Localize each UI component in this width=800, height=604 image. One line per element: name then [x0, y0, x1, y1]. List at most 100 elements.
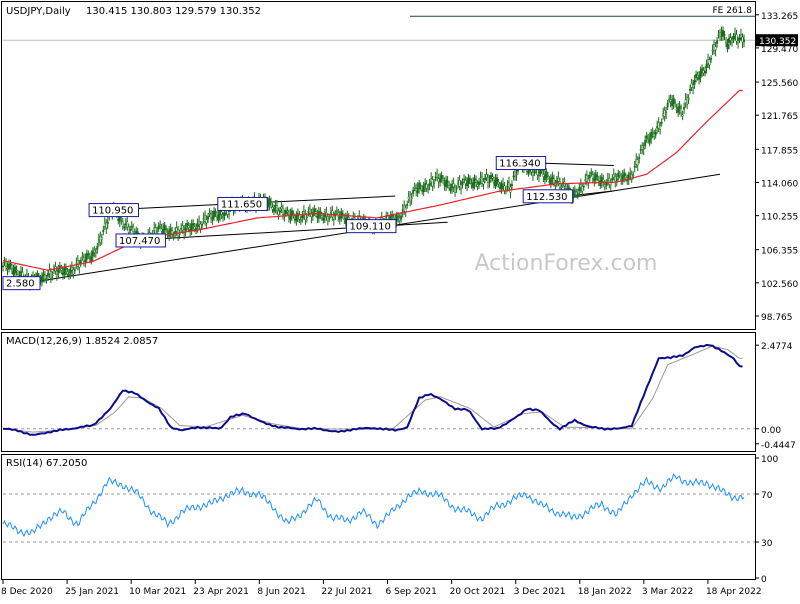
panel-frames	[1, 1, 756, 580]
candle-body	[273, 208, 275, 212]
candle-body	[121, 221, 124, 227]
candle-body	[88, 257, 91, 260]
candle-body	[548, 181, 551, 183]
candle-body	[277, 210, 280, 216]
candle-body	[587, 178, 590, 183]
price-panel-title: USDJPY,Daily	[6, 6, 71, 17]
candle-body	[431, 179, 434, 187]
candle-body	[268, 198, 271, 206]
candle-body	[729, 37, 732, 41]
candle-body	[190, 223, 193, 232]
candle-body	[308, 208, 311, 214]
candle-body	[160, 228, 163, 232]
candle-body	[476, 184, 479, 187]
candle-body	[90, 255, 93, 262]
candle-body	[159, 224, 162, 227]
candle-body	[440, 174, 443, 179]
candle-body	[596, 175, 599, 177]
candle-body	[668, 98, 671, 101]
watermark: ActionForex.com	[475, 251, 658, 276]
candle-body	[61, 272, 64, 275]
candle-body	[573, 189, 576, 193]
candle-body	[214, 211, 217, 214]
candle-body	[127, 226, 130, 233]
candle-body	[464, 179, 467, 184]
candle-body	[527, 170, 530, 174]
candle-body	[418, 182, 421, 189]
candle-body	[102, 229, 105, 232]
candle-body	[582, 185, 585, 188]
candle-body	[552, 178, 555, 184]
candle-body	[533, 171, 536, 174]
candle-body	[202, 218, 205, 220]
candle-body	[11, 268, 13, 271]
candle-body	[515, 173, 518, 176]
candle-body	[734, 33, 736, 36]
candle-body	[723, 34, 726, 36]
candle-body	[473, 178, 476, 184]
candle-body	[686, 97, 689, 105]
candle-body	[496, 177, 498, 182]
candle-body	[45, 278, 48, 281]
price-tick-label: 102.560	[761, 280, 798, 290]
candle-body	[397, 216, 400, 218]
candle-body	[641, 145, 644, 151]
candle-body	[597, 180, 600, 183]
candle-body	[684, 99, 687, 104]
candle-body	[620, 178, 623, 181]
candle-body	[695, 74, 698, 78]
candle-body	[424, 183, 427, 186]
candle-body	[590, 172, 593, 174]
macd-tick-label: -0.4447	[761, 441, 796, 451]
candle-body	[657, 122, 660, 129]
candle-body	[316, 215, 319, 219]
candle-body	[130, 226, 133, 228]
candle-body	[193, 226, 196, 230]
candle-body	[491, 176, 494, 179]
candle-body	[275, 205, 278, 211]
candle-body	[99, 235, 102, 243]
candle-body	[687, 97, 690, 100]
candle-body	[452, 183, 455, 188]
candle-body	[404, 207, 407, 213]
candle-body	[648, 138, 651, 143]
candle-body	[76, 259, 79, 267]
candle-body	[713, 44, 716, 51]
candle-body	[475, 179, 477, 183]
candle-body	[6, 268, 9, 270]
candle-body	[153, 227, 156, 231]
candle-body	[714, 46, 717, 51]
candle-body	[606, 178, 609, 181]
candle-body	[660, 121, 663, 124]
candle-body	[546, 175, 549, 177]
candle-body	[455, 188, 458, 190]
candle-body	[705, 63, 708, 68]
candle-body	[674, 102, 677, 104]
rsi-panel-frame	[1, 454, 756, 580]
candle-body	[274, 205, 277, 208]
candle-body	[73, 269, 76, 271]
candle-body	[579, 184, 582, 189]
candle-body	[427, 188, 430, 190]
candle-body	[611, 177, 614, 181]
candle-body	[421, 190, 424, 192]
candle-body	[168, 230, 171, 237]
candle-body	[94, 251, 97, 254]
candle-body	[136, 231, 139, 234]
candle-body	[84, 259, 87, 263]
candle-body	[222, 215, 225, 219]
level-label: 2.580	[6, 279, 35, 290]
candle-body	[171, 230, 174, 235]
candle-body	[659, 125, 662, 130]
candle-body	[66, 271, 69, 275]
candle-body	[485, 174, 488, 178]
candle-body	[60, 268, 63, 271]
candle-body	[196, 222, 199, 227]
candle-body	[97, 239, 100, 242]
level-label-box	[88, 203, 139, 218]
candle-body	[410, 197, 413, 199]
candle-body	[633, 166, 636, 168]
candle-body	[446, 180, 449, 183]
candle-body	[210, 213, 213, 218]
candle-body	[15, 269, 18, 271]
